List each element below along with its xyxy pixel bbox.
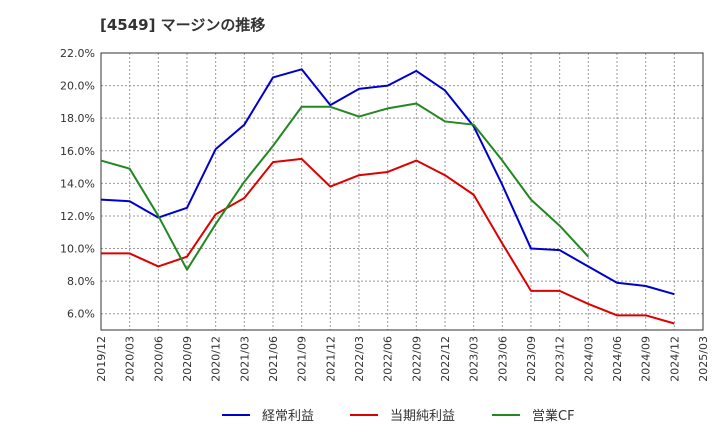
x-tick-label: 2020/03 [124, 336, 137, 382]
x-tick-label: 2019/12 [95, 336, 108, 382]
y-tick-label: 22.0% [60, 47, 95, 60]
plot-area [101, 53, 703, 330]
y-tick-label: 20.0% [60, 80, 95, 93]
legend-label-2: 当期純利益 [390, 409, 455, 424]
y-tick-label: 18.0% [60, 112, 95, 125]
x-tick-label: 2022/06 [382, 336, 395, 382]
chart-title: [4549] マージンの推移 [100, 16, 266, 34]
x-tick-label: 2023/06 [496, 336, 509, 382]
series-line-1 [100, 68, 675, 296]
x-tick-label: 2024/09 [640, 336, 653, 382]
x-tick-label: 2020/06 [152, 336, 165, 382]
x-tick-label: 2023/09 [525, 336, 538, 382]
y-tick-label: 10.0% [60, 243, 95, 256]
x-tick-label: 2020/12 [210, 336, 223, 382]
y-tick-label: 6.0% [67, 308, 95, 321]
y-tick-label: 14.0% [60, 177, 95, 190]
series-line-3 [100, 102, 590, 271]
legend-label-1: 経常利益 [262, 409, 314, 424]
y-tick-label: 8.0% [67, 275, 95, 288]
x-tick-label: 2020/09 [181, 336, 194, 382]
x-tick-label: 2021/06 [267, 336, 280, 382]
y-tick-label: 12.0% [60, 210, 95, 223]
series-line-2 [101, 157, 675, 325]
x-tick-label: 2024/03 [582, 336, 595, 382]
x-tick-label: 2023/03 [468, 336, 481, 382]
x-tick-label: 2025/03 [697, 336, 710, 382]
x-tick-label: 2024/12 [668, 336, 681, 382]
x-tick-label: 2024/06 [611, 336, 624, 382]
y-tick-label: 16.0% [60, 145, 95, 158]
x-tick-label: 2023/12 [554, 336, 567, 382]
legend-label-3: 営業CF [532, 408, 575, 424]
plot-frame [100, 52, 704, 331]
x-tick-label: 2022/03 [353, 336, 366, 382]
x-tick-label: 2021/09 [296, 336, 309, 382]
x-tick-label: 2021/03 [238, 336, 251, 382]
x-tick-label: 2021/12 [324, 336, 337, 382]
x-tick-label: 2022/12 [439, 336, 452, 382]
x-tick-label: 2022/09 [410, 336, 423, 382]
